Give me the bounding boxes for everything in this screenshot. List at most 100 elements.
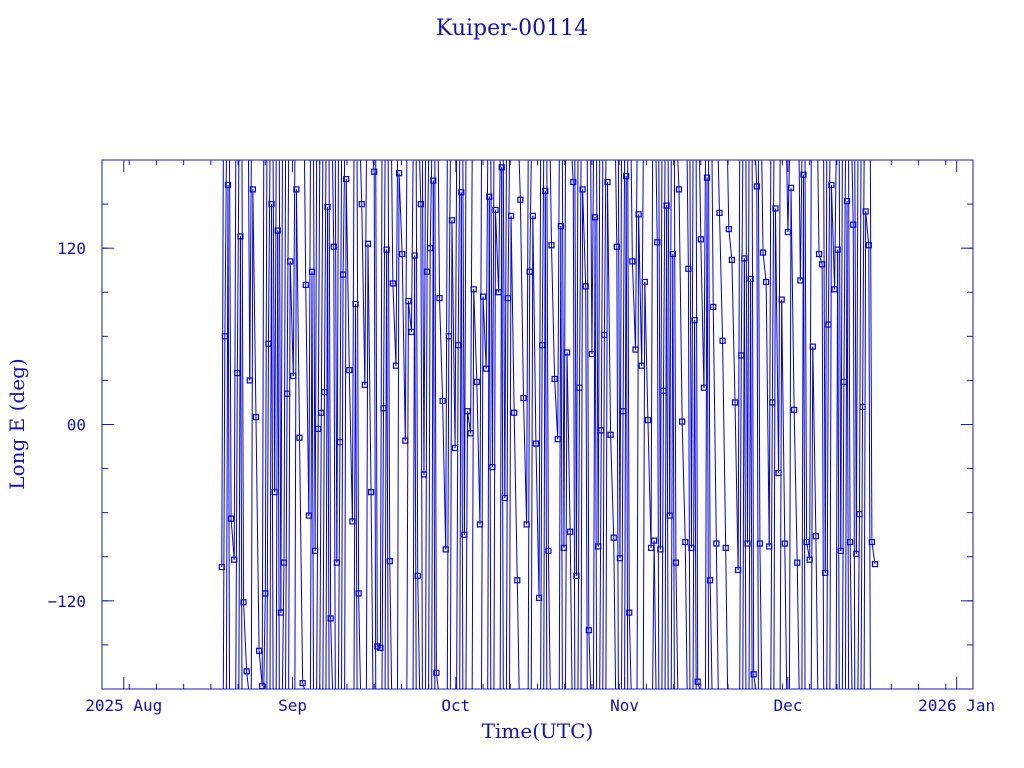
series-segment [252,189,257,418]
series-segment [421,159,425,475]
series-segment [523,398,528,525]
data-point [847,538,854,546]
data-point [691,317,698,324]
data-point [395,170,403,177]
data-point [769,399,776,406]
series-segment [739,355,742,690]
series-segment [672,254,675,690]
series-segment [227,184,231,690]
series-segment [406,301,409,690]
x-tick-label: Oct [441,696,470,715]
series-segment [305,284,310,516]
data-point [371,168,378,175]
series-segment [274,159,277,493]
data-point [315,425,322,433]
series-segment [731,259,736,403]
data-point [414,572,421,579]
series-segment [717,159,720,213]
data-point [591,214,599,221]
series-segment [737,159,741,570]
data-point [551,375,558,383]
series-segment [295,189,301,438]
data-point [464,408,471,415]
series-segment [759,543,763,690]
series-segment [670,254,674,690]
series-segment [351,159,355,522]
series-segment [678,189,683,422]
series-segment [401,254,406,441]
series-segment [384,249,388,690]
data-point [843,198,851,205]
series-segment [835,249,839,690]
series-segment [801,174,804,690]
series-segment [465,411,469,690]
series-segment [561,159,565,548]
data-series-line [221,159,876,690]
series-segment [804,159,808,543]
series-segment [662,159,666,391]
series-segment [460,192,464,690]
data-point [868,538,876,546]
data-point [812,533,820,540]
series-segment [605,182,608,690]
series-segment [852,224,856,690]
series-segment [342,159,346,275]
data-point [772,205,779,212]
x-tick-label: Dec [773,696,802,715]
data-point [417,200,424,208]
series-segment [419,159,422,205]
data-point [343,176,350,183]
series-segment [748,279,752,690]
series-segment [661,390,664,690]
data-point [641,278,648,286]
data-point [669,250,676,258]
data-point [423,268,431,275]
series-segment [336,159,339,563]
data-point [825,321,832,328]
data-point [296,434,303,441]
data-point [246,377,253,384]
data-point [741,255,748,262]
series-segment [379,159,383,648]
series-segment [851,159,854,225]
data-point [607,431,614,438]
series-segment [627,159,630,613]
series-segment [557,159,560,440]
data-point [573,572,580,579]
series-segment [620,411,624,690]
series-segment [641,159,644,366]
data-point [252,414,260,421]
series-segment [843,159,846,382]
series-segment [829,184,832,690]
series-segment [479,159,483,525]
data-point [249,186,256,193]
data-point [731,399,739,406]
data-point [498,164,505,171]
data-point [411,252,418,259]
data-point [859,403,866,410]
data-point [336,439,344,446]
data-point [694,678,701,685]
data-point [386,558,393,565]
data-point [710,303,717,311]
x-axis: 2025 Aug Sep Oct Nov Dec 2026 Jan [85,160,995,715]
series-segment [304,159,307,285]
series-segment [255,417,260,651]
data-point [794,559,801,566]
data-point [781,540,788,547]
series-segment [449,220,453,690]
series-segment [695,159,699,682]
series-segment [535,443,540,598]
data-point [514,577,521,584]
series-segment [659,159,663,550]
data-point [567,528,574,535]
series-segment [841,381,845,690]
data-point [856,511,863,518]
series-segment [750,279,753,690]
series-segment [787,159,790,233]
data-point [716,209,723,216]
series-segment [236,159,240,374]
series-segment [446,336,450,690]
series-segment [703,159,706,388]
data-point [455,342,462,349]
